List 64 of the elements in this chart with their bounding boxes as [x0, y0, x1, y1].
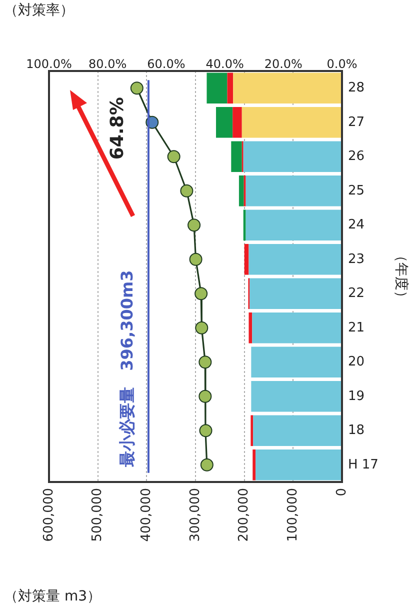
x-tick-label: 300,000 — [188, 488, 203, 542]
point — [188, 218, 201, 232]
bar — [243, 210, 246, 241]
bar — [231, 141, 242, 172]
bar — [250, 415, 254, 446]
point — [130, 82, 144, 95]
point — [167, 150, 180, 164]
y-axis-title: （年度） — [392, 248, 409, 304]
x2-axis-title: （対策率） — [4, 2, 74, 19]
bar — [206, 72, 228, 104]
x-tick-label: 600,000 — [41, 488, 56, 542]
bar — [251, 380, 342, 412]
x-tick-label: 0 — [334, 488, 350, 496]
point — [198, 390, 212, 403]
point — [195, 321, 208, 334]
bar — [238, 175, 244, 206]
bar — [216, 106, 233, 138]
bar — [233, 72, 342, 104]
point — [200, 458, 214, 472]
x2-tick-label: 20.0% — [264, 57, 302, 72]
y-tick-label: 20 — [348, 354, 365, 370]
point — [180, 184, 194, 198]
bar — [243, 141, 342, 172]
x2-tick-label: 100.0% — [26, 57, 72, 72]
x-axis-title: （対策量 m3） — [4, 588, 101, 605]
x-tick-label: 100,000 — [286, 488, 301, 542]
bar — [246, 210, 342, 241]
y-tick-label: 25 — [348, 183, 365, 198]
point — [189, 252, 202, 266]
bar — [251, 346, 342, 378]
y-tick-label: 19 — [348, 388, 365, 404]
bar — [232, 106, 242, 138]
point — [198, 356, 212, 369]
bar — [250, 278, 342, 310]
y-tick-label: 27 — [348, 114, 365, 130]
y-tick-label: 26 — [348, 149, 365, 164]
x-tick-label: 500,000 — [90, 488, 106, 542]
y-tick-label: H 17 — [348, 457, 378, 472]
point — [199, 424, 212, 438]
y-tick-label: 18 — [348, 423, 365, 438]
x-tick-label: 200,000 — [236, 488, 252, 542]
y-tick-label: 23 — [348, 252, 365, 267]
y-tick-label: 22 — [348, 286, 365, 301]
bar — [253, 415, 342, 446]
bar — [244, 244, 249, 275]
y-tick-label: 24 — [348, 218, 365, 232]
bar — [248, 312, 252, 344]
bar — [252, 449, 256, 480]
point — [194, 287, 208, 300]
bar — [252, 312, 342, 344]
bar — [227, 72, 234, 104]
bar — [246, 175, 342, 206]
x-tick-label: 400,000 — [139, 488, 154, 542]
x2-tick-label: 40.0% — [206, 57, 244, 72]
bar — [256, 449, 342, 480]
x2-tick-label: 0.0% — [326, 57, 358, 72]
bar — [242, 106, 342, 138]
y-tick-label: 21 — [348, 320, 365, 336]
x2-tick-label: 80.0% — [88, 57, 127, 72]
x2-tick-label: 60.0% — [147, 57, 186, 72]
data-label: 64.8% — [106, 97, 128, 160]
y-tick-label: 28 — [348, 80, 365, 96]
ref-line-label: 最小必要量 396,300m3 — [118, 270, 137, 468]
bar — [248, 244, 342, 275]
